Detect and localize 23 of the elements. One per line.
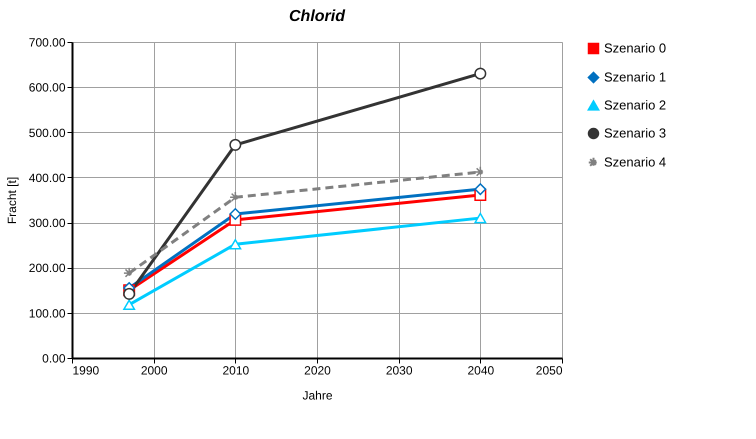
x-axis-title: Jahre <box>302 388 333 402</box>
y-tick-label: 400.00 <box>28 170 66 185</box>
legend-label: Szenario 1 <box>604 70 666 84</box>
legend-label: Szenario 4 <box>604 154 666 170</box>
y-tick-label: 200.00 <box>28 261 66 276</box>
x-tick-label: 2020 <box>304 364 332 378</box>
x-tick-label: 2050 <box>536 364 563 378</box>
x-tick-label: 1990 <box>72 364 100 378</box>
y-tick-label: 0.00 <box>42 352 66 366</box>
legend-label: Szenario 0 <box>604 40 666 56</box>
y-tick-label: 100.00 <box>28 306 66 320</box>
x-tick-label: 2040 <box>467 364 495 378</box>
x-tick-label: 2010 <box>222 364 250 378</box>
chart-title: Chlorid <box>289 8 346 25</box>
legend-label: Szenario 2 <box>604 98 666 112</box>
y-tick-label: 300.00 <box>28 216 66 230</box>
legend-label: Szenario 3 <box>604 126 666 140</box>
x-tick-label: 2030 <box>386 364 413 378</box>
y-axis-title: Fracht [t] <box>4 176 19 224</box>
y-tick-label: 600.00 <box>28 80 66 95</box>
y-tick-label: 700.00 <box>28 36 66 50</box>
y-tick-label: 500.00 <box>28 126 66 140</box>
x-tick-label: 2000 <box>140 364 168 378</box>
